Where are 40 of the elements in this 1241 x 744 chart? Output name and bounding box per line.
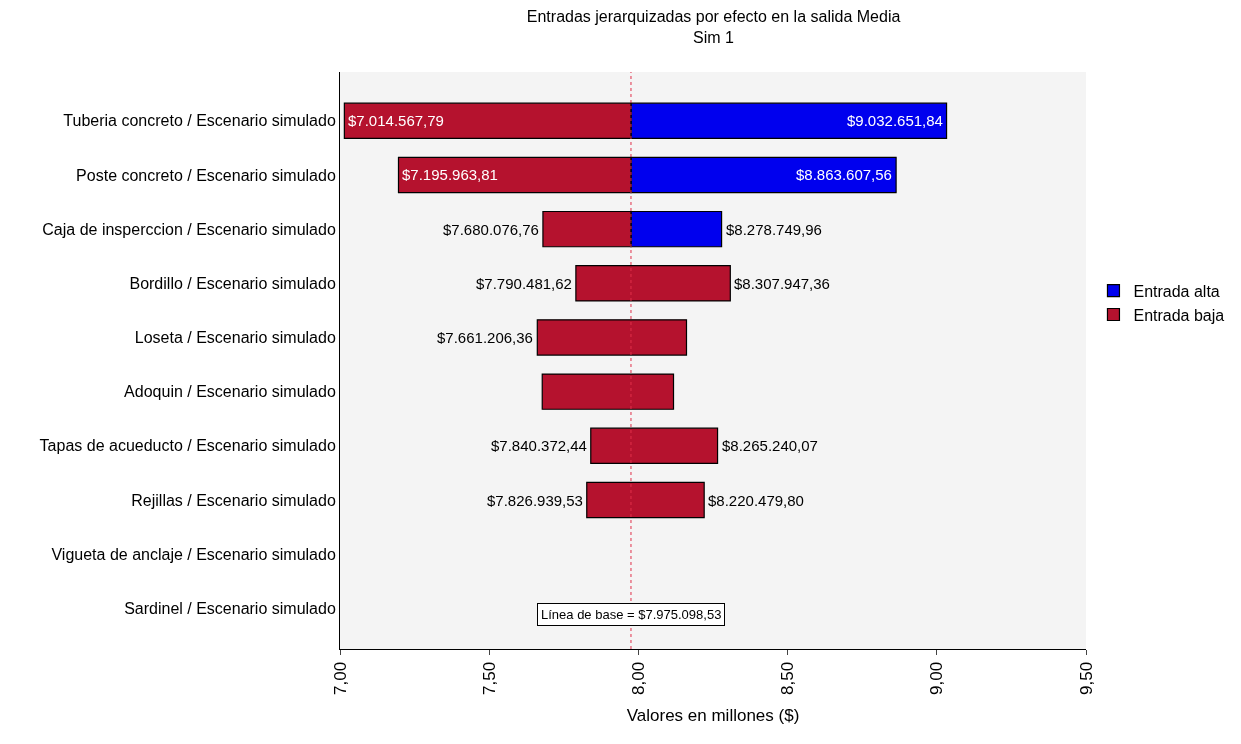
chart-title: Entradas jerarquizadas por efecto en la salida Media	[526, 8, 901, 26]
x-tick-label: 9,50	[1076, 661, 1096, 695]
annotation: $7.680.076,76	[443, 221, 539, 238]
legend-label: Entrada alta	[1133, 282, 1220, 300]
x-tick-label: 7,00	[330, 661, 350, 695]
bar	[541, 373, 675, 410]
y-tick-label: Tuberia concreto / Escenario simulado	[63, 112, 336, 130]
annotation: $7.195.963,81	[402, 166, 498, 183]
x-tick-label: 8,50	[778, 661, 798, 695]
legend-label: Entrada baja	[1133, 306, 1225, 324]
bar	[586, 481, 705, 519]
annotation: $8.307.947,36	[734, 275, 830, 292]
x-tick-label: 7,50	[479, 661, 499, 695]
x-axis-title: Valores en millones ($)	[626, 706, 800, 726]
y-tick-label: Caja de insperccion / Escenario simulado	[42, 220, 336, 238]
y-tick-label: Tapas de acueducto / Escenario simulado	[39, 437, 336, 455]
y-tick-label: Poste concreto / Escenario simulado	[76, 166, 336, 184]
annotation: $7.661.206,36	[437, 329, 533, 346]
annotation: $8.278.749,96	[726, 221, 822, 238]
ref-line-label: Línea de base = $7.975.098,53	[541, 607, 722, 622]
x-tick-label: 8,00	[628, 661, 648, 695]
annotation: $8.220.479,80	[708, 492, 804, 509]
chart-subtitle: Sim 1	[693, 29, 735, 47]
y-tick-label: Bordillo / Escenario simulado	[129, 274, 336, 292]
y-tick-label: Vigueta de anclaje / Escenario simulado	[51, 545, 336, 563]
y-tick-label: Adoquin / Escenario simulado	[124, 383, 336, 401]
bar	[536, 319, 688, 356]
bar	[575, 265, 731, 302]
bar	[590, 427, 719, 465]
annotation: $7.826.939,53	[487, 492, 583, 509]
annotation: $7.014.567,79	[348, 112, 444, 129]
annotation: $7.840.372,44	[491, 437, 587, 454]
y-tick-label: Loseta / Escenario simulado	[134, 329, 336, 347]
y-tick-label: Rejillas / Escenario simulado	[131, 491, 336, 509]
annotation: $8.863.607,56	[796, 166, 892, 183]
annotation: $9.032.651,84	[847, 112, 943, 129]
x-tick-label: 9,00	[927, 661, 947, 695]
annotation: $7.790.481,62	[476, 275, 572, 292]
y-tick-label: Sardinel / Escenario simulado	[124, 599, 336, 617]
annotation: $8.265.240,07	[722, 437, 818, 454]
